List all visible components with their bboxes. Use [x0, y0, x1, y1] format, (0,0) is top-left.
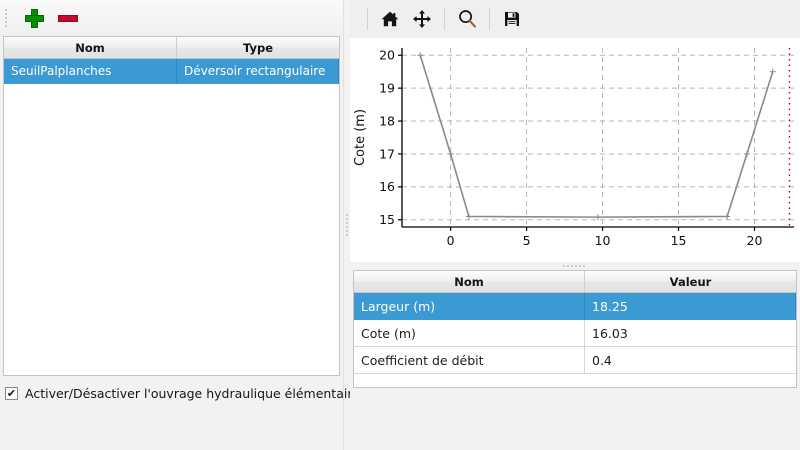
cell-nom: Largeur (m) — [354, 293, 585, 320]
profile-chart-svg: 15 16 17 18 19 20 0 5 10 15 20 Cote (m) — [350, 38, 800, 262]
remove-structure-button[interactable] — [51, 2, 85, 34]
save-icon — [505, 12, 519, 26]
cell-valeur[interactable]: 18.25 — [585, 293, 796, 320]
left-panel-footer: ✔ Activer/Désactiver l'ouvrage hydrauliq… — [0, 376, 360, 450]
svg-text:0: 0 — [447, 233, 455, 248]
profile-chart[interactable]: 15 16 17 18 19 20 0 5 10 15 20 Cote (m) — [350, 38, 800, 262]
table-row[interactable]: SeuilPalplanches Déversoir rectangulaire — [4, 59, 339, 84]
column-header-nom[interactable]: Nom — [4, 37, 177, 58]
svg-text:18: 18 — [379, 113, 395, 128]
save-button[interactable] — [497, 4, 527, 34]
svg-text:15: 15 — [379, 212, 395, 227]
structures-table-empty-area[interactable] — [4, 84, 339, 375]
chart-gridlines — [402, 48, 794, 227]
cell-type: Déversoir rectangulaire — [177, 59, 339, 84]
enable-structure-label: Activer/Désactiver l'ouvrage hydraulique… — [25, 386, 360, 401]
chart-axes — [398, 48, 794, 231]
svg-text:20: 20 — [747, 233, 763, 248]
cell-nom: SeuilPalplanches — [4, 59, 177, 84]
right-panel: 15 16 17 18 19 20 0 5 10 15 20 Cote (m) Nom Valeur … — [350, 0, 800, 450]
pan-button[interactable] — [407, 4, 437, 34]
plus-icon — [25, 9, 44, 28]
move-icon — [413, 10, 431, 28]
chart-labels: 15 16 17 18 19 20 0 5 10 15 20 Cote (m) — [353, 48, 762, 248]
cell-nom: Cote (m) — [354, 320, 585, 347]
column-header-nom[interactable]: Nom — [354, 271, 585, 292]
svg-text:19: 19 — [379, 80, 395, 95]
cell-nom: Coefficient de débit — [354, 347, 585, 374]
toolbar-separator — [489, 8, 490, 30]
enable-structure-checkbox-row[interactable]: ✔ Activer/Désactiver l'ouvrage hydrauliq… — [5, 386, 360, 401]
plot-toolbar — [350, 0, 800, 38]
home-button[interactable] — [375, 4, 405, 34]
toolbar-drag-handle[interactable] — [2, 5, 11, 31]
column-header-type[interactable]: Type — [242, 40, 273, 55]
svg-text:15: 15 — [671, 233, 687, 248]
horizontal-splitter[interactable] — [350, 262, 800, 270]
zoom-button[interactable] — [452, 4, 482, 34]
structures-table[interactable]: Nom Type SeuilPalplanches Déversoir rect… — [3, 36, 340, 376]
svg-text:16: 16 — [379, 179, 395, 194]
table-row[interactable]: Largeur (m) 18.25 — [354, 293, 796, 320]
table-row[interactable]: Coefficient de débit 0.4 — [354, 347, 796, 374]
column-header-valeur[interactable]: Valeur — [669, 274, 712, 289]
structures-table-header: Nom Type — [4, 37, 339, 59]
svg-text:Cote (m): Cote (m) — [353, 109, 368, 166]
home-icon — [381, 11, 399, 27]
parameters-table-empty-area[interactable] — [354, 374, 796, 387]
toolbar-separator — [367, 8, 368, 30]
vertical-splitter[interactable] — [343, 0, 350, 450]
svg-text:5: 5 — [523, 233, 531, 248]
cell-valeur[interactable]: 0.4 — [585, 347, 796, 374]
parameters-table-header: Nom Valeur — [354, 271, 796, 293]
enable-structure-checkbox[interactable]: ✔ — [5, 387, 18, 400]
toolbar-separator — [444, 8, 445, 30]
left-panel: Nom Type SeuilPalplanches Déversoir rect… — [0, 0, 360, 450]
minus-icon — [58, 14, 78, 22]
chart-series — [417, 52, 776, 221]
svg-text:17: 17 — [379, 146, 395, 161]
table-row[interactable]: Cote (m) 16.03 — [354, 320, 796, 347]
add-structure-button[interactable] — [17, 2, 51, 34]
svg-text:20: 20 — [379, 48, 395, 63]
structures-toolbar — [0, 0, 343, 36]
cell-valeur[interactable]: 16.03 — [585, 320, 796, 347]
parameters-table[interactable]: Nom Valeur Largeur (m) 18.25 Cote (m) 16… — [353, 270, 797, 388]
svg-text:10: 10 — [595, 233, 611, 248]
zoom-icon — [459, 10, 477, 28]
